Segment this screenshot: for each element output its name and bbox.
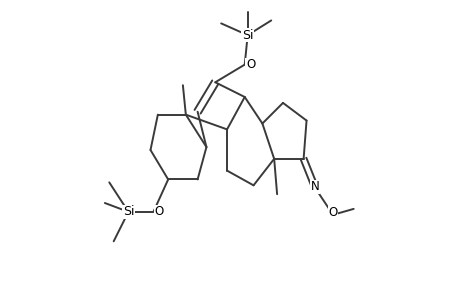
Text: O: O <box>154 205 163 218</box>
Text: Si: Si <box>123 205 134 218</box>
Text: O: O <box>328 206 337 219</box>
Text: Si: Si <box>241 29 253 42</box>
Text: O: O <box>246 58 255 71</box>
Text: N: N <box>310 180 319 193</box>
